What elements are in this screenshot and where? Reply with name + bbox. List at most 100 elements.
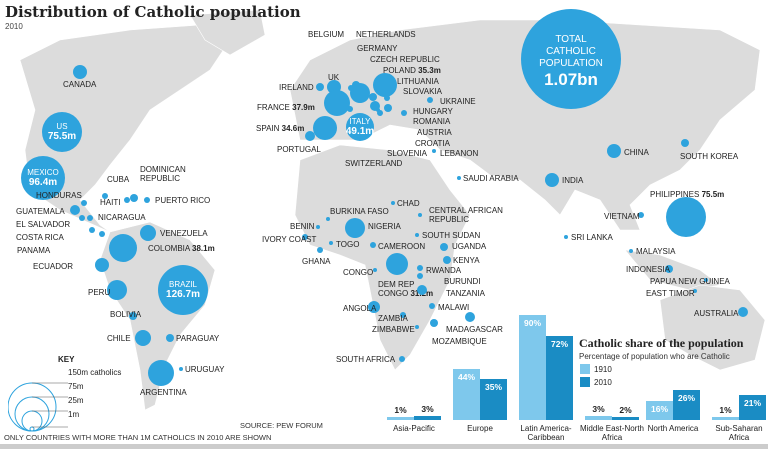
country-name: NETHERLANDS	[356, 30, 416, 39]
label-peru: PERU	[88, 288, 110, 297]
label-ireland: IRELAND	[279, 83, 314, 92]
label-honduras: HONDURAS	[36, 191, 82, 200]
bubble-ghana	[317, 247, 323, 253]
legend-label: 2010	[594, 377, 612, 387]
label-burkina-faso: BURKINA FASO	[330, 207, 389, 216]
label-ukraine: UKRAINE	[440, 97, 476, 106]
bubble-benin	[316, 225, 320, 229]
country-name: POLAND	[383, 66, 416, 75]
country-value: 75.5m	[47, 131, 77, 142]
bubble-angola	[368, 301, 380, 313]
bar-2010-0	[414, 416, 441, 420]
bubble-south-korea	[681, 139, 689, 147]
label-saudi-arabia: SAUDI ARABIA	[463, 174, 519, 183]
bubble-guatemala	[70, 205, 80, 215]
label-burundi: BURUNDI	[444, 277, 480, 286]
label-mexico: MEXICO 96.4m	[27, 168, 59, 188]
bubble-vietnam	[638, 212, 644, 218]
label-vietnam: VIETNAM	[604, 212, 640, 221]
chart-subtitle: Percentage of population who are Catholi…	[579, 352, 730, 361]
country-name: TANZANIA	[446, 289, 485, 298]
bar-value-label: 1%	[394, 405, 407, 415]
key-circles	[8, 382, 68, 432]
total-line2: CATHOLIC	[546, 46, 596, 57]
bubble-austria	[370, 101, 380, 111]
bubble-haiti	[124, 197, 130, 203]
label-germany: GERMANY	[357, 44, 397, 53]
country-name: BURKINA FASO	[330, 207, 389, 216]
label-togo: TOGO	[336, 240, 359, 249]
bubble-nigeria	[345, 218, 365, 238]
label-slovakia: SLOVAKIA	[403, 87, 442, 96]
country-name: SOUTH KOREA	[680, 152, 739, 161]
country-name: CZECH REPUBLIC	[370, 55, 440, 64]
country-name: VIETNAM	[604, 212, 640, 221]
bubble-east-timor	[693, 289, 697, 293]
country-name: SLOVENIA	[387, 149, 428, 158]
bubble-canada	[73, 65, 87, 79]
bubble-chile	[135, 330, 151, 346]
total-label: TOTAL CATHOLIC POPULATION 1.07bn	[539, 34, 603, 90]
legend-1910: 1910	[580, 364, 612, 374]
country-name: SOUTH SUDAN	[422, 231, 481, 240]
label-madagascar: MADAGASCAR	[446, 325, 503, 334]
label-benin: BENIN	[290, 222, 314, 231]
label-uganda: UGANDA	[452, 242, 486, 251]
bar-value-label: 3%	[421, 404, 434, 415]
label-australia: AUSTRALIA	[694, 309, 738, 318]
bubble-saudi-arabia	[457, 176, 461, 180]
label-cuba: CUBA	[107, 175, 129, 184]
label-china: CHINA	[624, 148, 649, 157]
label-canada: CANADA	[63, 80, 96, 89]
label-uruguay: URUGUAY	[185, 365, 224, 374]
label-lithuania: LITHUANIA	[397, 77, 439, 86]
label-indonesia: INDONESIA	[626, 265, 670, 274]
bubble-malawi	[429, 303, 435, 309]
bubble-slovenia	[376, 108, 380, 112]
country-name: KENYA	[453, 256, 480, 265]
bubble-cuba	[102, 193, 108, 199]
country-name: CHAD	[397, 199, 420, 208]
bar-1910-4	[646, 401, 673, 420]
country-name: SAUDI ARABIA	[463, 174, 519, 183]
country-name: GUATEMALA	[16, 207, 65, 216]
bubble-slovakia	[384, 95, 390, 101]
country-name: MOZAMBIQUE	[432, 337, 487, 346]
label-argentina: ARGENTINA	[140, 388, 187, 397]
country-name: BURUNDI	[444, 277, 481, 286]
country-value: 126.7m	[166, 289, 200, 300]
bubble-lebanon	[432, 149, 436, 153]
greenland-land	[189, 9, 266, 56]
bubble-zimbabwe	[415, 325, 419, 329]
label-zimbabwe: ZIMBABWE	[372, 325, 415, 334]
country-name: VENEZUELA	[160, 229, 208, 238]
bar-value-label: 16%	[650, 404, 668, 415]
label-angola: ANGOLA	[343, 304, 376, 313]
bubble-uruguay	[179, 367, 183, 371]
bubble-portugal	[305, 131, 315, 141]
bubble-sri-lanka	[564, 235, 568, 239]
label-nigeria: NIGERIA	[368, 222, 401, 231]
category-label: Latin America-Caribbean	[520, 424, 572, 442]
bar-2010-1	[480, 379, 507, 420]
bubble-central-african-republic	[418, 213, 422, 217]
label-rwanda: RWANDA	[426, 266, 461, 275]
country-name: MEXICO	[27, 168, 59, 177]
label-guatemala: GUATEMALA	[16, 207, 65, 216]
country-name: BRAZIL	[168, 280, 198, 289]
label-philippines: PHILIPPINES 75.5m	[650, 190, 724, 199]
bubble-brazil	[158, 265, 208, 315]
bubble-ukraine	[427, 97, 433, 103]
africa-land	[294, 144, 471, 371]
country-name: PARAGUAY	[176, 334, 220, 343]
country-name: MADAGASCAR	[446, 325, 503, 334]
bubble-rwanda	[417, 265, 423, 271]
label-croatia: CROATIA	[415, 139, 450, 148]
legend-label: 1910	[594, 364, 612, 374]
legend-swatch	[580, 377, 590, 387]
bubble-dominican-republic	[130, 194, 138, 202]
country-name: SRI LANKA	[571, 233, 613, 242]
footnote: ONLY COUNTRIES WITH MORE THAN 1M CATHOLI…	[4, 433, 272, 442]
bubble-poland	[373, 73, 397, 97]
bubble-papua-new-guinea	[704, 278, 708, 282]
